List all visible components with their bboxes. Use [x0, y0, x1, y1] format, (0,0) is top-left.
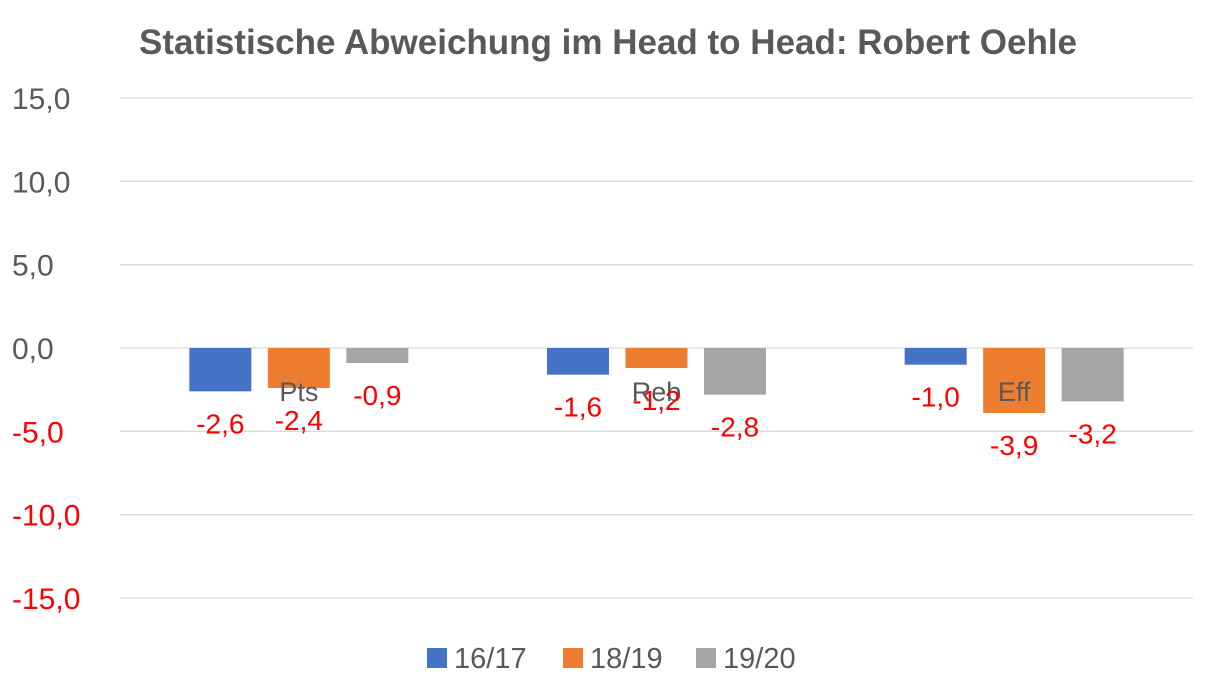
- y-tick-label: 10,0: [12, 166, 70, 199]
- y-tick-label: 5,0: [12, 250, 54, 283]
- y-axis-ticks: 15,0 10,0 5,0 0,0 -5,0 -10,0 -15,0: [12, 83, 80, 616]
- y-tick-label: 0,0: [12, 333, 54, 366]
- data-label: -1,0: [912, 382, 960, 413]
- legend-swatch: [427, 648, 447, 668]
- category-labels: Pts Reb Eff: [279, 377, 1031, 407]
- bar-19-20-pts: [346, 348, 409, 363]
- data-label: -2,4: [275, 405, 323, 436]
- y-tick-label: -10,0: [12, 500, 80, 533]
- category-label-reb: Reb: [632, 377, 682, 407]
- y-tick-label: -5,0: [12, 416, 64, 449]
- bar-19-20-eff: [1061, 348, 1124, 402]
- data-label: -2,8: [711, 412, 759, 443]
- bar-18-19-pts: [267, 348, 330, 388]
- legend: 16/17 18/19 19/20: [427, 643, 796, 675]
- bar-16-17-pts: [189, 348, 252, 392]
- legend-label: 18/19: [590, 643, 663, 675]
- data-label: -2,6: [196, 408, 244, 439]
- y-tick-label: 15,0: [12, 83, 70, 116]
- data-label: -0,9: [353, 380, 401, 411]
- category-label-eff: Eff: [998, 377, 1031, 407]
- data-label: -3,9: [990, 430, 1038, 461]
- data-label: -3,2: [1069, 418, 1117, 449]
- data-label: -1,2: [632, 385, 680, 416]
- bar-18-19-reb: [625, 348, 688, 368]
- legend-swatch: [696, 648, 716, 668]
- bar-18-19-eff: [983, 348, 1046, 413]
- y-tick-label: -15,0: [12, 583, 80, 616]
- data-labels: -2,6 -2,4 -0,9 -1,6 -1,2 -2,8 -1,0 -3,9 -3,2: [196, 380, 1117, 461]
- legend-swatch: [563, 648, 583, 668]
- bar-16-17-eff: [904, 348, 967, 365]
- legend-label: 19/20: [723, 643, 796, 675]
- chart-title: Statistische Abweichung im Head to Head:…: [139, 23, 1077, 62]
- bar-16-17-reb: [547, 348, 609, 375]
- data-label: -1,6: [554, 392, 602, 423]
- legend-label: 16/17: [454, 643, 527, 675]
- bar-19-20-reb: [704, 348, 766, 395]
- bars: [189, 348, 1124, 413]
- category-label-pts: Pts: [279, 377, 318, 407]
